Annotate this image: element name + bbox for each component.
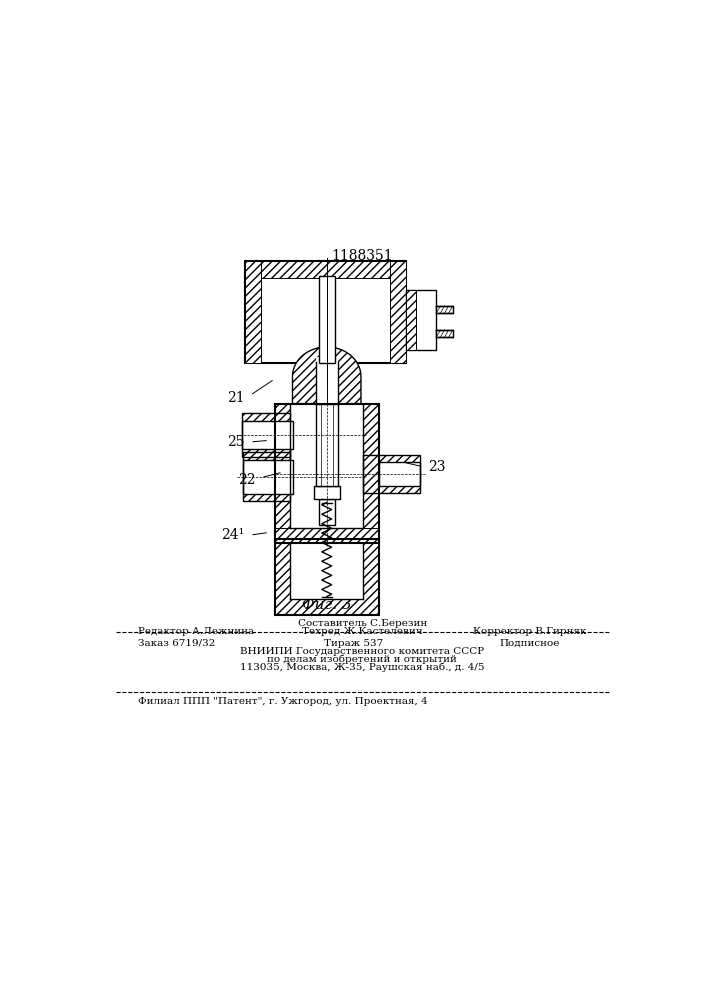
Bar [319, 276, 335, 363]
Text: 24¹: 24¹ [221, 528, 245, 542]
Text: Подписное: Подписное [499, 639, 560, 648]
Bar [407, 290, 436, 350]
Text: по делам изобретений и открытий: по делам изобретений и открытий [267, 655, 457, 664]
Bar [242, 421, 293, 449]
Bar [245, 261, 407, 278]
Bar [436, 330, 452, 337]
Polygon shape [293, 347, 361, 404]
Bar [316, 404, 338, 486]
Bar [242, 413, 290, 457]
Bar [243, 452, 290, 501]
Bar [245, 261, 407, 363]
Bar [319, 499, 335, 525]
Bar [390, 261, 406, 363]
Text: 22: 22 [238, 473, 255, 487]
Bar [274, 528, 379, 615]
Text: Тираж 537: Тираж 537 [324, 639, 383, 648]
Text: Филиал ППП "Патент", г. Ужгород, ул. Проектная, 4: Филиал ППП "Патент", г. Ужгород, ул. Про… [138, 697, 427, 706]
Text: Фиг. 3: Фиг. 3 [302, 598, 351, 612]
Text: Корректор В.Гирняк: Корректор В.Гирняк [474, 627, 587, 636]
Bar [363, 455, 420, 493]
Bar [436, 306, 452, 313]
Text: Заказ 6719/32: Заказ 6719/32 [138, 639, 215, 648]
Text: 25: 25 [227, 435, 245, 449]
Text: ВНИИПИ Государственного комитета СССР: ВНИИПИ Государственного комитета СССР [240, 647, 484, 656]
Text: Техред Ж.Кастелевич: Техред Ж.Кастелевич [302, 627, 423, 636]
Bar [290, 542, 363, 599]
Text: Составитель С.Березин: Составитель С.Березин [298, 619, 427, 628]
Bar [245, 261, 261, 363]
Text: 1188351: 1188351 [332, 249, 393, 263]
Text: 113035, Москва, Ж-35, Раушская наб., д. 4/5: 113035, Москва, Ж-35, Раушская наб., д. … [240, 662, 484, 672]
Bar [316, 357, 338, 404]
Bar [274, 404, 379, 543]
Text: Редактор А.Лежнина: Редактор А.Лежнина [138, 627, 254, 636]
Bar [290, 404, 363, 528]
Bar [274, 539, 379, 615]
Bar [363, 455, 420, 493]
Bar [274, 404, 379, 543]
Bar [243, 452, 290, 501]
Bar [407, 290, 416, 350]
Text: 23: 23 [428, 460, 445, 474]
Bar [242, 413, 290, 457]
Text: 21: 21 [227, 391, 245, 405]
Bar [379, 462, 420, 486]
Bar [243, 460, 293, 494]
Bar [314, 486, 340, 499]
